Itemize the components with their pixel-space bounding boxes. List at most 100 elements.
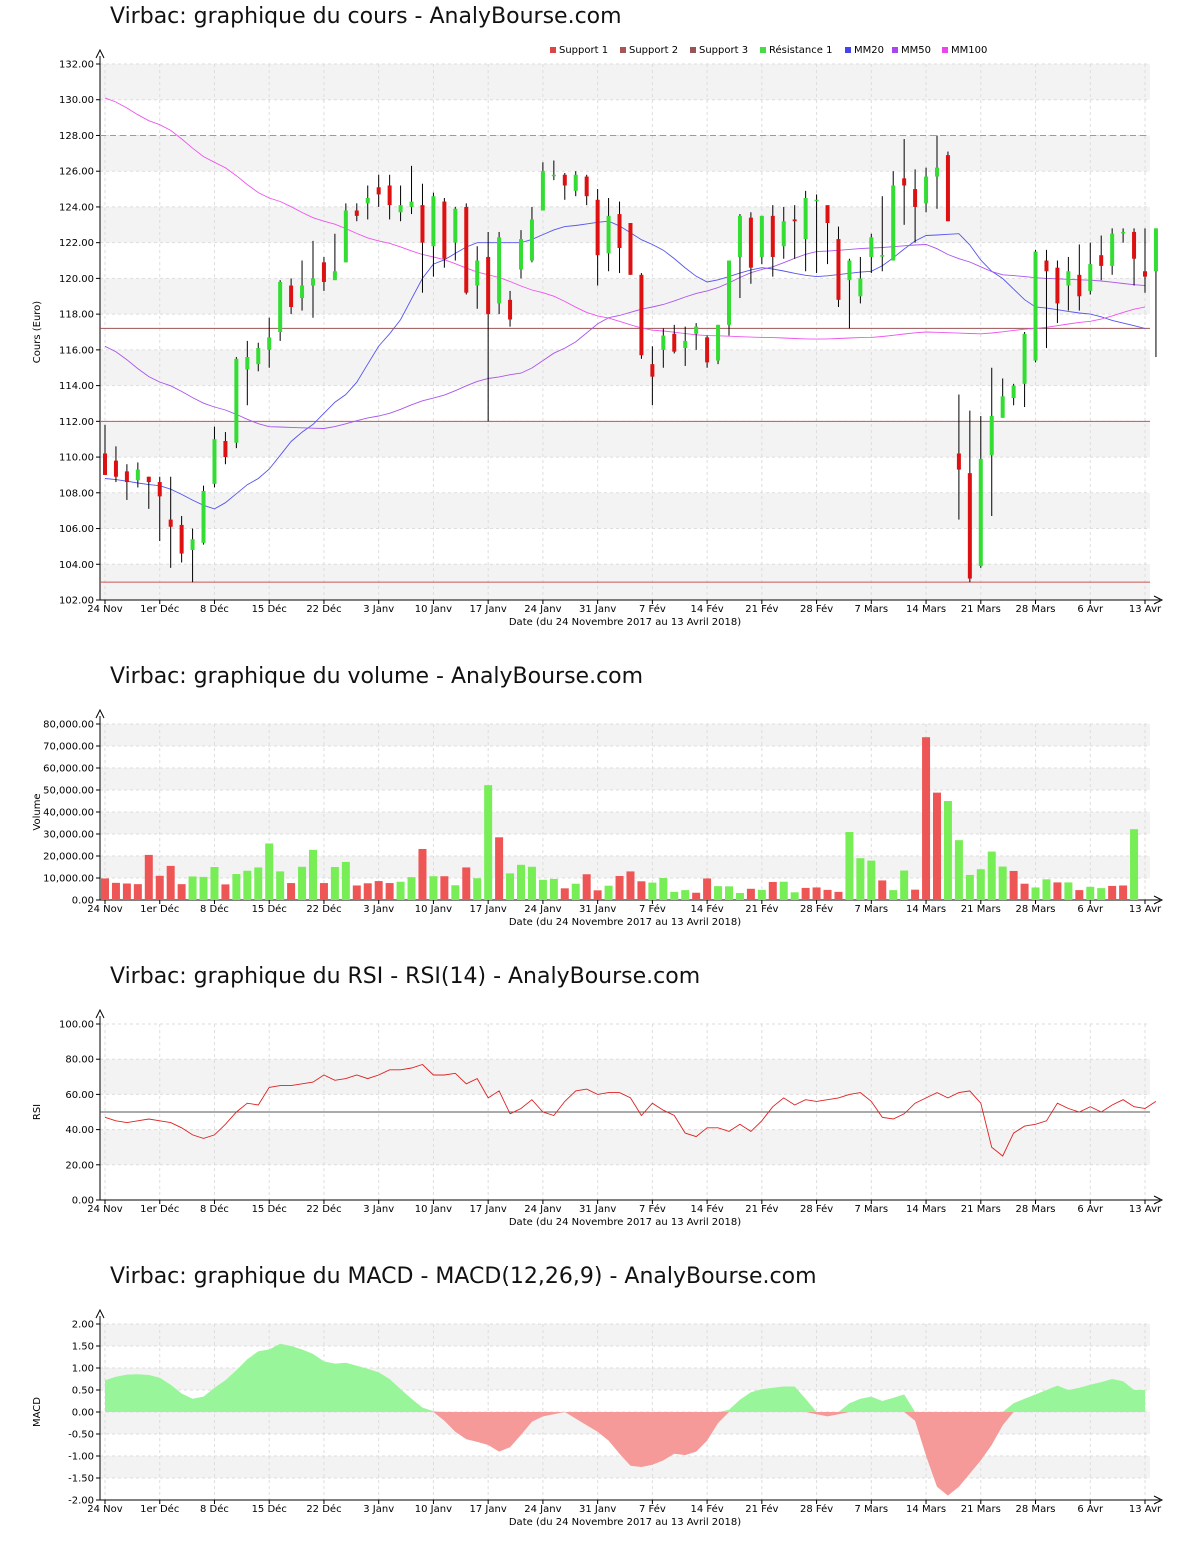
- volume-bar: [549, 878, 558, 900]
- candle: [727, 260, 731, 336]
- volume-bar: [495, 837, 504, 900]
- x-tick-label: 17 Janv: [470, 1204, 507, 1215]
- candle: [1110, 228, 1115, 275]
- candle: [825, 205, 830, 265]
- x-tick-label: 8 Déc: [200, 603, 229, 615]
- candle-body: [289, 285, 294, 307]
- x-tick-label: 21 Mars: [961, 604, 1001, 615]
- x-tick-label: 13 Avr: [1129, 1504, 1162, 1515]
- legend-item-mm50: MM50: [892, 45, 931, 56]
- candle-body: [814, 199, 819, 202]
- x-tick-label: 28 Mars: [1016, 1204, 1056, 1215]
- candle: [705, 335, 710, 368]
- candle: [1153, 228, 1158, 358]
- candle-body: [1055, 267, 1060, 304]
- volume-bar: [626, 871, 635, 900]
- x-tick-label: 6 Avr: [1077, 904, 1104, 915]
- candle: [628, 223, 633, 275]
- legend-item-support3: Support 3: [690, 45, 748, 56]
- candle: [387, 174, 392, 220]
- volume-bar: [407, 877, 416, 900]
- volume-bar: [954, 840, 963, 900]
- background-band: [100, 812, 1150, 834]
- candle-body: [135, 469, 140, 481]
- plot-background: [100, 724, 1150, 878]
- volume-bar: [823, 889, 832, 900]
- x-tick-label: 7 Fév: [639, 1203, 666, 1215]
- volume-bar: [714, 886, 723, 900]
- candle-body: [606, 215, 611, 254]
- x-axis-label: Date (du 24 Novembre 2017 au 13 Avril 20…: [509, 1517, 741, 1528]
- x-tick-label: 24 Nov: [87, 1504, 123, 1515]
- candle-body: [1022, 333, 1027, 384]
- volume-bar: [221, 884, 230, 900]
- y-tick-label: 1.00: [72, 1364, 94, 1375]
- candle-body: [748, 217, 753, 268]
- volume-bar: [571, 883, 580, 900]
- price-chart: 102.00 104.00 106.00 108.00 110.00 112.00 114.…: [32, 48, 1164, 628]
- candle: [540, 162, 545, 211]
- candle-body: [497, 237, 502, 304]
- legend-swatch-mm50: [892, 47, 898, 53]
- candle-body: [321, 262, 326, 282]
- candle-body: [694, 326, 699, 334]
- background-band: [100, 856, 1150, 878]
- candle: [201, 485, 206, 545]
- volume-bar: [637, 881, 646, 900]
- volume-bar: [670, 891, 679, 900]
- candle: [1066, 256, 1071, 311]
- candle: [978, 415, 983, 568]
- background-band: [100, 492, 1150, 529]
- y-tick-label: 130.00: [59, 95, 94, 106]
- candle-body: [300, 285, 305, 299]
- x-tick-label: 28 Mars: [1016, 604, 1056, 615]
- x-tick-label: 14 Mars: [906, 904, 946, 915]
- x-tick-label: 7 Mars: [855, 904, 889, 915]
- candle-body: [146, 476, 151, 483]
- candle: [847, 258, 852, 329]
- y-tick-label: -0.50: [68, 1430, 94, 1441]
- legend-item-mm20: MM20: [845, 45, 884, 56]
- volume-bar: [735, 892, 744, 900]
- legend-swatch-support1: [550, 47, 556, 53]
- candle: [1088, 242, 1093, 295]
- volume-bar: [900, 870, 909, 900]
- candle: [289, 278, 294, 315]
- background-band: [100, 64, 1150, 100]
- volume-bar: [878, 880, 887, 900]
- y-tick-label: 40,000.00: [43, 808, 94, 819]
- x-tick-label: 24 Janv: [524, 604, 561, 615]
- candle: [157, 476, 162, 542]
- x-tick-label: 22 Déc: [306, 903, 341, 915]
- y-axis-label: RSI: [32, 1104, 43, 1120]
- macd-chart-title: Virbac: graphique du MACD - MACD(12,26,9…: [110, 1264, 817, 1289]
- candle: [562, 172, 567, 200]
- candle-body: [705, 337, 710, 363]
- volume-bar: [1119, 885, 1128, 900]
- volume-bar: [155, 875, 164, 900]
- candle-body: [956, 453, 961, 470]
- background-band: [100, 724, 1150, 746]
- x-axis-arrow: [1153, 1495, 1164, 1505]
- candle-body: [311, 278, 315, 286]
- candle-body: [1099, 255, 1104, 266]
- y-tick-label: 120.00: [59, 274, 94, 285]
- candle: [1099, 235, 1104, 281]
- volume-panel: Virbac: graphique du volume - AnalyBours…: [0, 660, 1200, 940]
- x-tick-label: 14 Fév: [691, 603, 724, 615]
- y-tick-label: 106.00: [59, 524, 94, 535]
- volume-bar: [801, 887, 810, 900]
- candle: [595, 189, 600, 286]
- candle: [1022, 332, 1027, 408]
- y-tick-label: -1.50: [68, 1474, 94, 1485]
- candle: [661, 328, 666, 368]
- candle: [573, 171, 578, 197]
- candle-body: [1153, 228, 1158, 272]
- candle-body: [924, 176, 929, 204]
- y-tick-label: 0.00: [72, 1408, 94, 1419]
- candle-body: [989, 415, 994, 456]
- candle-body: [1011, 385, 1016, 399]
- candle-body: [978, 458, 983, 567]
- candle-body: [858, 278, 863, 297]
- candle-body: [475, 260, 480, 286]
